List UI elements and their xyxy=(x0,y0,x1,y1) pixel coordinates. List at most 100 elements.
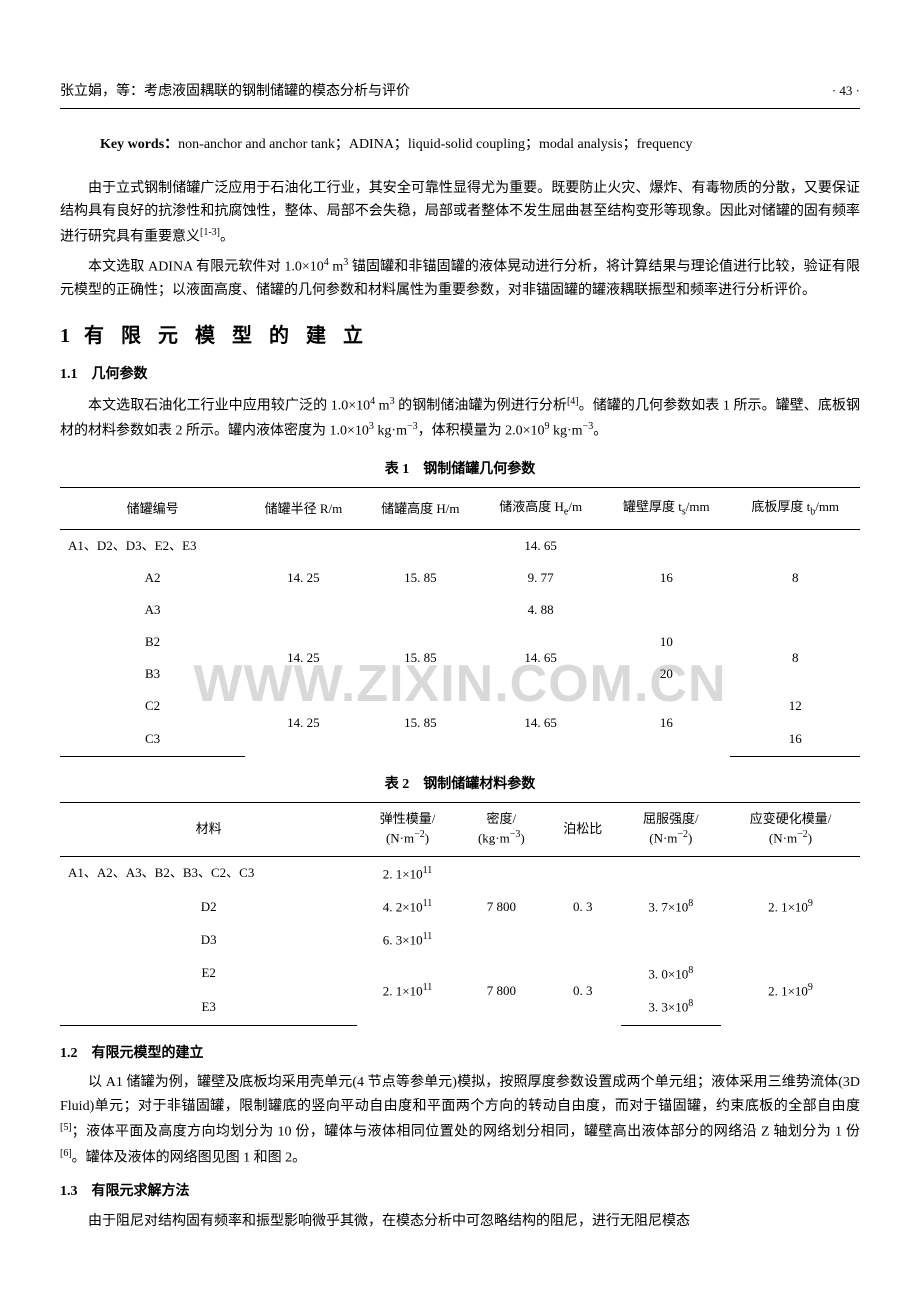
cell: 8 xyxy=(730,529,860,626)
subsection-1-3: 1.3 有限元求解方法 xyxy=(60,1180,860,1204)
section-number: 1 xyxy=(60,325,70,347)
header-divider xyxy=(60,108,860,109)
cell: 3. 7×108 xyxy=(621,856,721,957)
cell: 3. 0×108 xyxy=(621,957,721,990)
intro-para-1: 由于立式钢制储罐广泛应用于石油化工行业，其安全可靠性显得尤为重要。既要防止火灾、… xyxy=(60,177,860,250)
body-text: 。 xyxy=(220,230,234,245)
col-header: 屈服强度/(N·m−2) xyxy=(621,803,721,856)
section-heading: 有 限 元 模 型 的 建 立 xyxy=(84,325,369,347)
body-text: 以 A1 储罐为例，罐壁及底板均采用壳单元(4 节点等参单元)模拟，按照厚度参数… xyxy=(60,1075,860,1114)
cell: 14. 25 xyxy=(245,690,361,756)
cell: 20 xyxy=(602,658,730,690)
cell: A3 xyxy=(60,594,245,626)
cell: 14. 65 xyxy=(479,529,602,562)
cell: 4. 2×1011 xyxy=(357,890,457,923)
cell: 3. 3×108 xyxy=(621,990,721,1025)
superscript: −3 xyxy=(583,421,594,432)
citation: [1-3] xyxy=(200,227,220,238)
cell: 7 800 xyxy=(458,957,545,1025)
table-row: B2 14. 25 15. 85 14. 65 10 8 xyxy=(60,626,860,658)
citation: [6] xyxy=(60,1148,72,1159)
table-header-row: 储罐编号 储罐半径 R/m 储罐高度 H/m 储液高度 He/m 罐壁厚度 ts… xyxy=(60,488,860,530)
keywords-text: non-anchor and anchor tank；ADINA；liquid-… xyxy=(178,137,692,152)
cell: 12 xyxy=(730,690,860,722)
cell: 14. 65 xyxy=(479,626,602,690)
superscript: −3 xyxy=(407,421,418,432)
cell: 4. 88 xyxy=(479,594,602,626)
cell: E3 xyxy=(60,990,357,1025)
body-text: 。罐体及液体的网络图见图 1 和图 2。 xyxy=(72,1150,307,1165)
col-header: 材料 xyxy=(60,803,357,856)
col-header: 密度/(kg·m−3) xyxy=(458,803,545,856)
col-header: 罐壁厚度 ts/mm xyxy=(602,488,730,530)
table-row: A1、D2、D3、E2、E3 14. 25 15. 85 14. 65 16 8 xyxy=(60,529,860,562)
body-text: 本文选取 ADINA 有限元软件对 1.0×10 xyxy=(88,259,324,274)
col-header: 底板厚度 tb/mm xyxy=(730,488,860,530)
cell: 9. 77 xyxy=(479,562,602,594)
keywords: Key words：non-anchor and anchor tank；ADI… xyxy=(100,133,860,157)
cell: 10 xyxy=(602,626,730,658)
para-geom: 本文选取石油化工行业中应用较广泛的 1.0×104 m3 的钢制储油罐为例进行分… xyxy=(60,393,860,444)
cell: 7 800 xyxy=(458,856,545,957)
table-1-title: 表 1 钢制储罐几何参数 xyxy=(60,458,860,482)
cell: 2. 1×1011 xyxy=(357,957,457,1025)
table-row: A1、A2、A3、B2、B3、C2、C3 2. 1×1011 7 800 0. … xyxy=(60,856,860,890)
cell: 16 xyxy=(730,723,860,757)
cell: 14. 25 xyxy=(245,529,361,626)
body-text: kg·m xyxy=(374,424,407,439)
cell: 15. 85 xyxy=(362,690,479,756)
table-header-row: 材料 弹性模量/(N·m−2) 密度/(kg·m−3) 泊松比 屈服强度/(N·… xyxy=(60,803,860,856)
cell: D3 xyxy=(60,923,357,956)
body-text: ，体积模量为 2.0×10 xyxy=(418,424,545,439)
cell: D2 xyxy=(60,890,357,923)
cell: C2 xyxy=(60,690,245,722)
body-text: ；液体平面及高度方向均划分为 10 份，罐体与液体相同位置处的网络划分相同，罐壁… xyxy=(72,1125,860,1140)
subsection-1-2: 1.2 有限元模型的建立 xyxy=(60,1042,860,1066)
subsection-1-1: 1.1 几何参数 xyxy=(60,363,860,387)
header-left: 张立娟，等：考虑液固耦联的钢制储罐的模态分析与评价 xyxy=(60,80,410,104)
body-text: 。 xyxy=(593,424,607,439)
body-text: kg·m xyxy=(550,424,583,439)
table-2-title: 表 2 钢制储罐材料参数 xyxy=(60,773,860,797)
table-row: E2 2. 1×1011 7 800 0. 3 3. 0×108 2. 1×10… xyxy=(60,957,860,990)
cell: B2 xyxy=(60,626,245,658)
cell: 15. 85 xyxy=(362,529,479,626)
col-header: 泊松比 xyxy=(545,803,621,856)
cell: 14. 25 xyxy=(245,626,361,690)
cell: 6. 3×1011 xyxy=(357,923,457,956)
col-header: 储液高度 He/m xyxy=(479,488,602,530)
body-text: m xyxy=(329,259,344,274)
cell: C3 xyxy=(60,723,245,757)
page-number: · 43 · xyxy=(832,80,860,104)
cell: A1、A2、A3、B2、B3、C2、C3 xyxy=(60,856,357,890)
cell: A1、D2、D3、E2、E3 xyxy=(60,529,245,562)
cell: 0. 3 xyxy=(545,856,621,957)
cell: 14. 65 xyxy=(479,690,602,756)
cell: 16 xyxy=(602,690,730,756)
table-2: 材料 弹性模量/(N·m−2) 密度/(kg·m−3) 泊松比 屈服强度/(N·… xyxy=(60,802,860,1025)
para-solve: 由于阻尼对结构固有频率和振型影响微乎其微，在模态分析中可忽略结构的阻尼，进行无阻… xyxy=(60,1210,860,1234)
citation: [4] xyxy=(567,396,579,407)
cell: 2. 1×109 xyxy=(721,957,860,1025)
cell: 8 xyxy=(730,626,860,690)
body-text: 本文选取石油化工行业中应用较广泛的 1.0×10 xyxy=(88,398,370,413)
cell: 16 xyxy=(602,529,730,626)
cell: 15. 85 xyxy=(362,626,479,690)
table-1: 储罐编号 储罐半径 R/m 储罐高度 H/m 储液高度 He/m 罐壁厚度 ts… xyxy=(60,487,860,756)
cell: A2 xyxy=(60,562,245,594)
col-header: 弹性模量/(N·m−2) xyxy=(357,803,457,856)
col-header: 储罐半径 R/m xyxy=(245,488,361,530)
cell: 0. 3 xyxy=(545,957,621,1025)
cell: E2 xyxy=(60,957,357,990)
keywords-label: Key words： xyxy=(100,137,178,152)
col-header: 应变硬化模量/(N·m−2) xyxy=(721,803,860,856)
col-header: 储罐编号 xyxy=(60,488,245,530)
col-header: 储罐高度 H/m xyxy=(362,488,479,530)
citation: [5] xyxy=(60,1122,72,1133)
body-text: 由于立式钢制储罐广泛应用于石油化工行业，其安全可靠性显得尤为重要。既要防止火灾、… xyxy=(60,181,860,245)
body-text: m xyxy=(375,398,389,413)
body-text: 的钢制储油罐为例进行分析 xyxy=(395,398,567,413)
section-1-title: 1 有 限 元 模 型 的 建 立 xyxy=(60,319,860,353)
intro-para-2: 本文选取 ADINA 有限元软件对 1.0×104 m3 锚固罐和非锚固罐的液体… xyxy=(60,254,860,303)
page-header: 张立娟，等：考虑液固耦联的钢制储罐的模态分析与评价 · 43 · xyxy=(60,80,860,104)
